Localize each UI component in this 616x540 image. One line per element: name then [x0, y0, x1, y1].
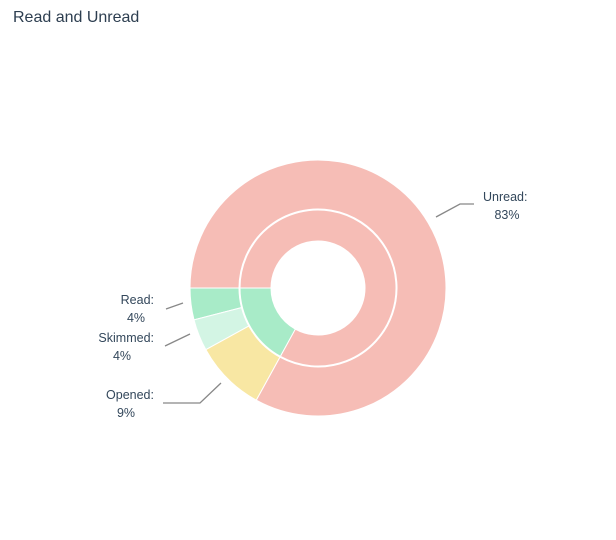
inner-ring — [239, 209, 397, 367]
outer-ring — [189, 159, 447, 417]
slice-labels: Unread: 83% Read: 4% Skimmed: 4% Opened:… — [98, 190, 527, 420]
label-opened-value: 9% — [117, 406, 135, 420]
leader-opened — [163, 382, 222, 404]
label-opened-name: Opened: — [106, 388, 154, 402]
label-skimmed-value: 4% — [113, 349, 131, 363]
label-skimmed-name: Skimmed: — [98, 331, 154, 345]
leader-lines — [163, 203, 474, 404]
leader-read — [165, 302, 184, 310]
chart-title: Read and Unread — [13, 9, 140, 26]
label-unread-name: Unread: — [483, 190, 527, 204]
leader-skimmed — [164, 333, 191, 347]
leader-unread — [435, 203, 474, 218]
inner-slice-unread[interactable] — [239, 209, 397, 367]
outer-slice-unread[interactable] — [189, 159, 447, 417]
label-unread-value: 83% — [494, 208, 519, 222]
label-read-value: 4% — [127, 311, 145, 325]
label-read-name: Read: — [121, 293, 154, 307]
